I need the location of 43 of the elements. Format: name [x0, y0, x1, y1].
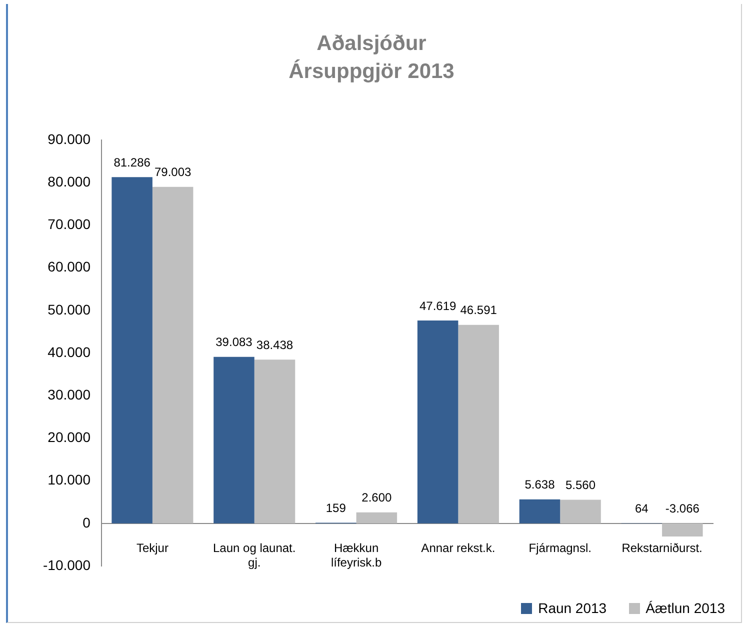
bar: [356, 512, 398, 524]
x-tick-label: Annar rekst.k.: [421, 540, 496, 555]
x-tick-label: Laun og launat. gj.: [212, 540, 296, 570]
x-tick-label: Rekstarniðurst.: [622, 540, 702, 555]
legend-label: Áætlun 2013: [644, 600, 725, 616]
data-label: 5.560: [565, 478, 596, 492]
legend-label: Raun 2013: [537, 600, 607, 616]
bar: [662, 523, 703, 536]
x-tick-label: Fjármagnsl.: [528, 540, 592, 555]
y-tick-label: 10.000: [48, 472, 91, 488]
bar: [458, 324, 499, 524]
y-tick-label: 50.000: [48, 301, 91, 318]
data-label: 81.286: [114, 155, 151, 170]
bar: [560, 500, 601, 524]
bar: [214, 356, 254, 524]
chart-subtitle: Ársuppgjör 2013: [288, 58, 456, 85]
data-label: 2.600: [362, 490, 392, 505]
data-label: 46.591: [460, 303, 498, 318]
y-tick-label: 90.000: [48, 130, 91, 147]
data-label: -3.066: [665, 502, 700, 516]
data-label: 39.083: [216, 335, 253, 350]
x-tick-label: Tekjur: [136, 540, 168, 555]
y-tick-label: 0: [82, 514, 91, 530]
y-tick-label: 40.000: [48, 344, 91, 360]
x-tick-label: Hækkun lífeyrisk.b: [330, 540, 382, 570]
bar: [519, 499, 560, 524]
data-label: 47.619: [419, 298, 456, 313]
y-tick-label: -10.000: [43, 556, 91, 573]
bar: [152, 186, 194, 524]
data-label: 79.003: [154, 165, 192, 180]
y-tick-label: 30.000: [48, 386, 91, 402]
y-tick-label: 20.000: [48, 429, 91, 446]
chart-title: Aðalsjóður: [316, 31, 428, 57]
bar: [112, 177, 152, 524]
data-label: 5.638: [524, 478, 556, 492]
data-label: 159: [326, 501, 346, 516]
data-label: 64: [634, 501, 649, 516]
data-label: 38.438: [256, 338, 294, 352]
y-tick-label: 80.000: [48, 173, 91, 190]
bar: [417, 320, 458, 524]
y-tick-label: 70.000: [48, 216, 91, 232]
y-tick-label: 60.000: [48, 258, 91, 275]
bar: [254, 360, 296, 524]
